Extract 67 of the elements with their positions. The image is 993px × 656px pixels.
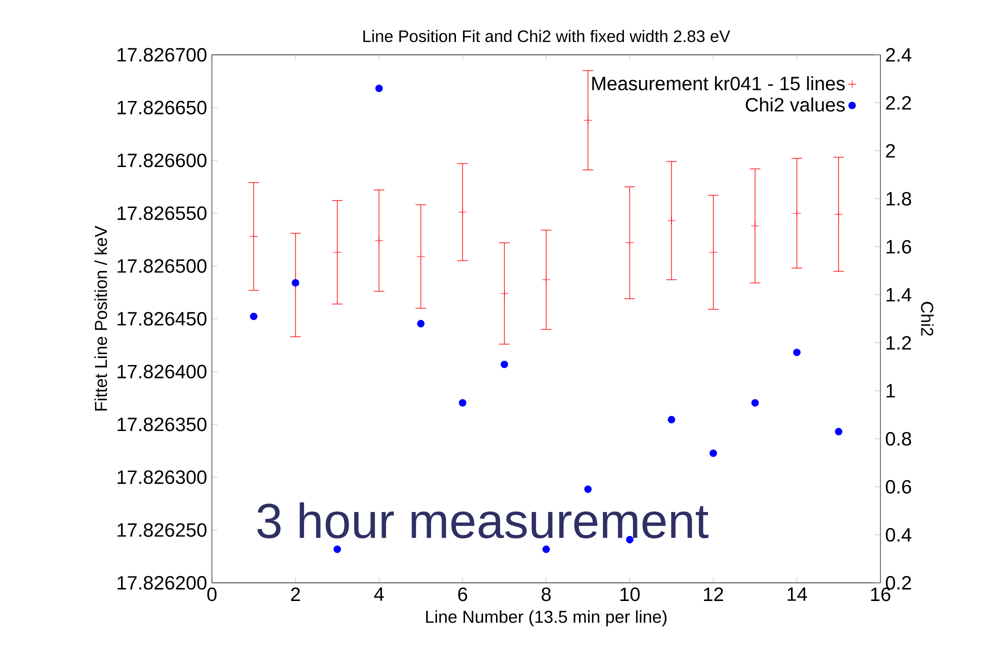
legend-label: Chi2 values: [746, 98, 845, 112]
y-tick-label: 17.826700: [118, 48, 206, 62]
x-tick-label: 10: [620, 588, 640, 602]
point: [458, 208, 467, 217]
y-tick-label: 17.826650: [118, 100, 206, 115]
y2-tick-label: 0.8: [886, 432, 912, 446]
point: [416, 252, 426, 261]
y-tick-label: 17.826250: [118, 523, 206, 538]
point: [834, 210, 843, 219]
point: [333, 248, 342, 257]
point: [292, 279, 300, 287]
y-tick-label: 17.826550: [118, 206, 206, 220]
x-tick-label: 12: [704, 588, 724, 602]
point: [249, 232, 258, 241]
y2-tick-label: 1: [886, 384, 895, 398]
y2-axis-title: Chi2: [921, 302, 934, 336]
y2-tick-label: 2: [886, 144, 895, 158]
y-axis-title: Fittet Line Position / keV: [94, 226, 108, 411]
point: [374, 236, 384, 246]
x-tick-label: 0: [207, 588, 217, 602]
y-tick-label: 17.826350: [118, 418, 206, 432]
y2-tick-label: 0.6: [886, 480, 912, 494]
point: [793, 348, 801, 356]
y2-tick-label: 0.4: [886, 528, 912, 542]
point: [542, 546, 550, 554]
point: [250, 312, 258, 320]
point: [668, 416, 676, 424]
y-tick-label: 17.826400: [118, 365, 206, 379]
x-tick-label: 6: [458, 588, 468, 602]
legend-label: Measurement kr041 - 15 lines: [592, 76, 845, 91]
x-tick-label: 2: [291, 588, 300, 602]
point: [792, 209, 802, 218]
point: [417, 320, 425, 328]
y-tick-label: 17.826200: [118, 576, 206, 590]
y-tick-label: 17.826600: [118, 154, 206, 168]
point: [834, 428, 842, 436]
y-tick-label: 17.826500: [118, 259, 206, 274]
point: [500, 360, 508, 368]
x-tick-label: 14: [788, 588, 807, 601]
y2-tick-label: 0.2: [886, 576, 911, 590]
point: [584, 116, 592, 125]
point: [751, 399, 759, 407]
x-tick-label: 16: [871, 588, 890, 602]
point: [458, 399, 466, 407]
annotation: 3 hour measurement: [257, 502, 708, 539]
point: [710, 450, 718, 458]
x-axis-title: Line Number (13.5 min per line): [426, 610, 666, 627]
y2-tick-label: 1.2: [886, 336, 911, 350]
point: [542, 276, 550, 284]
y2-tick-label: 2.4: [886, 48, 912, 62]
x-tick-label: 4: [374, 588, 384, 601]
point: [584, 486, 592, 494]
point: [667, 216, 676, 226]
point: [709, 248, 718, 257]
y2-tick-label: 1.4: [886, 288, 912, 302]
y-tick-label: 17.826450: [118, 312, 206, 326]
point: [375, 84, 383, 92]
chart-title: Line Position Fit and Chi2 with fixed width 2.83 eV: [363, 30, 730, 42]
point: [500, 289, 509, 298]
point: [750, 222, 760, 230]
y2-tick-label: 2.2: [886, 96, 911, 110]
y2-tick-label: 1.6: [886, 240, 912, 254]
y2-tick-label: 1.8: [886, 192, 912, 206]
point: [334, 546, 341, 554]
y-tick-label: 17.826300: [118, 470, 206, 484]
point: [625, 238, 634, 248]
x-tick-label: 8: [542, 588, 551, 602]
